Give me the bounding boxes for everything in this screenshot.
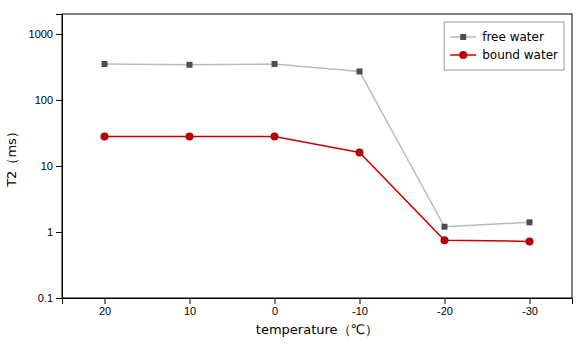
y-axis-title: T2（ms） — [4, 125, 19, 188]
y-tick-label: 1000 — [29, 28, 53, 40]
series — [102, 61, 533, 230]
x-axis-title: temperature（℃） — [256, 322, 378, 337]
plot-frame — [62, 14, 572, 298]
series-marker — [271, 132, 279, 140]
x-axis: 20 10 0 -10 -20 -30 — [63, 298, 573, 317]
legend-entry: bound water — [450, 48, 558, 62]
series-marker — [356, 148, 364, 156]
y-tick-mark — [56, 100, 62, 101]
y-axis: 0.1 1 10 100 1000 — [29, 15, 63, 305]
y-tick-label: 100 — [35, 94, 53, 106]
chart: 20100-10-20-300.11101001000free waterbou… — [0, 0, 588, 344]
x-tick-mark — [445, 298, 446, 304]
y-tick-mark — [56, 232, 62, 233]
x-tick: -10 — [352, 298, 368, 317]
x-tick: 10 — [184, 298, 196, 317]
series-marker — [102, 61, 108, 67]
y-tick-label: 10 — [41, 160, 53, 172]
y-tick: 10 — [41, 160, 62, 172]
x-tick: -30 — [522, 298, 538, 317]
series-line — [105, 64, 530, 227]
x-tick: -20 — [437, 298, 453, 317]
series-marker — [526, 237, 534, 245]
x-tick-label: -10 — [352, 305, 368, 317]
x-tick: 0 — [272, 298, 278, 317]
x-tick-mark — [275, 298, 276, 304]
series-marker — [442, 224, 448, 230]
series-marker — [441, 236, 449, 244]
series-marker — [357, 68, 363, 74]
x-tick-label: -20 — [437, 305, 453, 317]
legend-marker — [460, 34, 466, 40]
y-tick-label: 0.1 — [38, 292, 53, 304]
x-tick-label: -30 — [522, 305, 538, 317]
legend-marker — [459, 51, 467, 59]
x-tick-mark — [190, 298, 191, 304]
plot: 20100-10-20-300.11101001000free waterbou… — [29, 14, 573, 317]
y-tick: 1000 — [29, 28, 62, 40]
marks — [101, 61, 534, 245]
legend-label: bound water — [482, 48, 558, 62]
x-tick-label: 10 — [184, 305, 196, 317]
y-tick-mark — [56, 298, 62, 299]
series-marker — [272, 61, 278, 67]
x-axis-line — [63, 299, 573, 305]
series-marker — [527, 219, 533, 225]
x-tick: 20 — [99, 298, 111, 317]
y-tick: 100 — [35, 94, 62, 106]
y-tick: 1 — [47, 226, 62, 238]
series-marker — [187, 62, 193, 68]
y-tick-mark — [56, 166, 62, 167]
legend-box — [444, 22, 564, 70]
legend-label: free water — [482, 30, 544, 44]
legend: free water bound water — [444, 22, 564, 70]
series-marker — [186, 132, 194, 140]
x-tick-label: 0 — [272, 305, 278, 317]
series-marker — [101, 132, 109, 140]
y-tick: 0.1 — [38, 292, 62, 304]
x-tick-mark — [530, 298, 531, 304]
series-line — [105, 136, 530, 241]
series — [101, 132, 534, 245]
x-tick-mark — [105, 298, 106, 304]
legend-entry: free water — [450, 30, 544, 44]
y-tick-mark — [56, 34, 62, 35]
y-tick-label: 1 — [47, 226, 53, 238]
x-tick-label: 20 — [99, 305, 111, 317]
x-tick-mark — [360, 298, 361, 304]
